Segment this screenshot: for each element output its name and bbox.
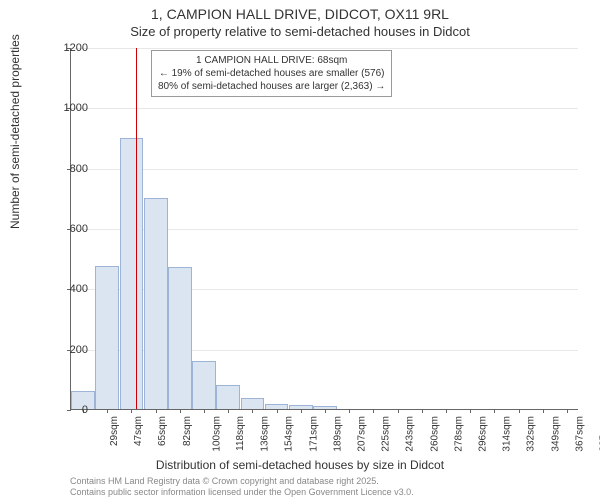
xtick-label: 82sqm [182, 416, 193, 446]
xtick-label: 278sqm [453, 416, 464, 452]
ytick-label: 0 [48, 404, 88, 416]
footer-line2: Contains public sector information licen… [70, 487, 414, 498]
gridline [71, 108, 578, 109]
annotation-box: 1 CAMPION HALL DRIVE: 68sqm← 19% of semi… [151, 50, 392, 97]
ytick-label: 600 [48, 223, 88, 235]
histogram-bar [95, 266, 119, 409]
x-axis-label: Distribution of semi-detached houses by … [0, 458, 600, 472]
xtick-mark [446, 409, 447, 413]
xtick-mark [107, 409, 108, 413]
xtick-label: 296sqm [478, 416, 489, 452]
xtick-label: 367sqm [574, 416, 585, 452]
gridline [71, 48, 578, 49]
annotation-line3: 80% of semi-detached houses are larger (… [158, 80, 385, 93]
xtick-mark [494, 409, 495, 413]
xtick-label: 171sqm [308, 416, 319, 452]
chart-title-sub: Size of property relative to semi-detach… [0, 24, 600, 39]
xtick-mark [131, 409, 132, 413]
annotation-line1: 1 CAMPION HALL DRIVE: 68sqm [158, 54, 385, 67]
ytick-label: 200 [48, 344, 88, 356]
xtick-label: 260sqm [429, 416, 440, 452]
xtick-mark [398, 409, 399, 413]
annotation-line2: ← 19% of semi-detached houses are smalle… [158, 67, 385, 80]
xtick-mark [422, 409, 423, 413]
histogram-bar [144, 198, 168, 409]
xtick-mark [277, 409, 278, 413]
xtick-mark [519, 409, 520, 413]
xtick-mark [567, 409, 568, 413]
xtick-mark [301, 409, 302, 413]
xtick-label: 154sqm [284, 416, 295, 452]
xtick-label: 47sqm [133, 416, 144, 446]
xtick-label: 243sqm [405, 416, 416, 452]
gridline [71, 169, 578, 170]
xtick-mark [325, 409, 326, 413]
histogram-bar [216, 385, 240, 409]
xtick-label: 189sqm [332, 416, 343, 452]
xtick-label: 65sqm [157, 416, 168, 446]
xtick-mark [156, 409, 157, 413]
xtick-mark [349, 409, 350, 413]
xtick-label: 314sqm [502, 416, 513, 452]
xtick-label: 332sqm [526, 416, 537, 452]
xtick-mark [228, 409, 229, 413]
reference-line [136, 48, 137, 409]
xtick-label: 225sqm [381, 416, 392, 452]
ytick-label: 1000 [48, 102, 88, 114]
footer-attribution: Contains HM Land Registry data © Crown c… [70, 476, 414, 498]
xtick-mark [180, 409, 181, 413]
histogram-bar [241, 398, 265, 409]
histogram-bar [168, 267, 192, 409]
xtick-label: 349sqm [550, 416, 561, 452]
xtick-label: 100sqm [211, 416, 222, 452]
ytick-label: 400 [48, 283, 88, 295]
xtick-label: 136sqm [260, 416, 271, 452]
plot-area: 1 CAMPION HALL DRIVE: 68sqm← 19% of semi… [70, 48, 578, 410]
xtick-label: 207sqm [357, 416, 368, 452]
xtick-mark [204, 409, 205, 413]
xtick-mark [373, 409, 374, 413]
histogram-bar [120, 138, 144, 410]
footer-line1: Contains HM Land Registry data © Crown c… [70, 476, 414, 487]
ytick-label: 800 [48, 163, 88, 175]
y-axis-label: Number of semi-detached properties [8, 34, 22, 229]
chart-container: 1, CAMPION HALL DRIVE, DIDCOT, OX11 9RL … [0, 0, 600, 500]
xtick-mark [252, 409, 253, 413]
xtick-label: 29sqm [109, 416, 120, 446]
xtick-mark [470, 409, 471, 413]
chart-title-main: 1, CAMPION HALL DRIVE, DIDCOT, OX11 9RL [0, 6, 600, 22]
ytick-label: 1200 [48, 42, 88, 54]
xtick-label: 118sqm [235, 416, 246, 451]
histogram-bar [192, 361, 216, 409]
xtick-mark [543, 409, 544, 413]
